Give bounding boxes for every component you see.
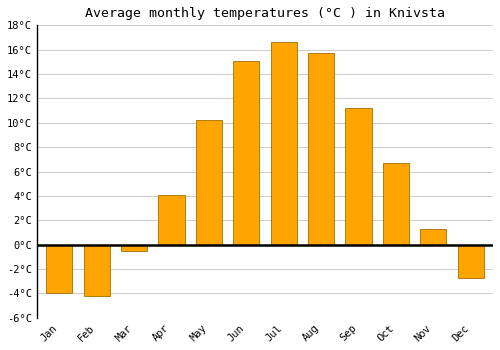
Bar — [46, 245, 72, 294]
Title: Average monthly temperatures (°C ) in Knivsta: Average monthly temperatures (°C ) in Kn… — [85, 7, 445, 20]
Bar — [382, 163, 409, 245]
Bar — [270, 42, 296, 245]
Bar — [158, 195, 184, 245]
Bar — [196, 120, 222, 245]
Bar — [121, 245, 147, 251]
Bar — [308, 53, 334, 245]
Bar — [420, 229, 446, 245]
Bar — [346, 108, 372, 245]
Bar — [458, 245, 483, 278]
Bar — [233, 61, 260, 245]
Bar — [84, 245, 110, 296]
